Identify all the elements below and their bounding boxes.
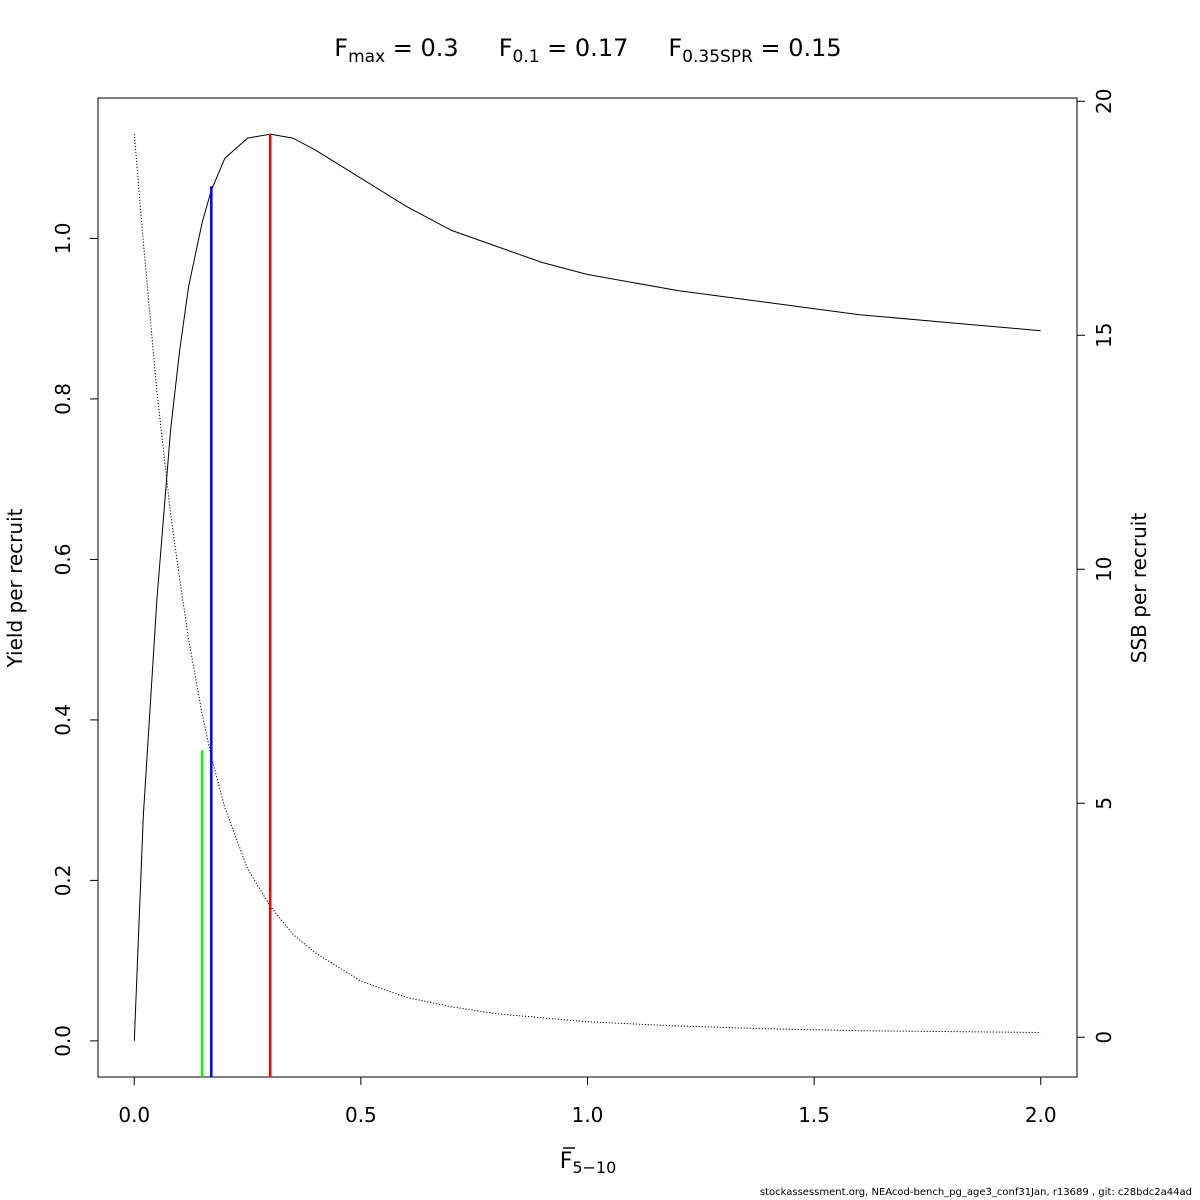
reference-lines — [200, 134, 272, 1077]
x-tick-label: 0.5 — [345, 1103, 377, 1127]
y-tick-label: 0.6 — [51, 544, 75, 576]
y-tick-label: 1.0 — [51, 223, 75, 255]
y-axis-label: Yield per recruit — [3, 508, 27, 668]
y-tick-label: 0.4 — [51, 704, 75, 736]
title-subscript: 0.35SPR — [682, 47, 753, 67]
y2-tick-label: 10 — [1092, 557, 1116, 582]
title-symbol: F — [499, 34, 513, 62]
title-value: = 0.15 — [753, 34, 842, 62]
ssb-per-recruit-line — [133, 133, 1041, 1033]
x-label-subscript: 5−10 — [572, 1158, 616, 1177]
x-tick-label: 2.0 — [1025, 1103, 1057, 1127]
title-value: = 0.3 — [385, 34, 459, 62]
y-axis-left: 0.0 0.2 0.4 0.6 0.8 1.0 — [51, 223, 98, 1057]
chart-title: Fmax = 0.3 F0.1 = 0.17 F0.35SPR = 0.15 — [334, 34, 841, 67]
y2-tick-label: 20 — [1092, 89, 1116, 114]
footer-note: stockassessment.org, NEAcod-bench_pg_age… — [759, 1187, 1192, 1198]
title-subscript: 0.1 — [513, 47, 540, 67]
title-symbol: F — [668, 34, 682, 62]
series-group — [133, 133, 1041, 1041]
title-text: Fmax = 0.3 F0.1 = 0.17 F0.35SPR = 0.15 — [334, 34, 841, 67]
plot-frame — [97, 97, 1078, 1078]
y2-tick-label: 0 — [1092, 1031, 1116, 1044]
x-label-symbol: F — [560, 1149, 573, 1174]
y2-tick-label: 5 — [1092, 797, 1116, 810]
x-axis: 0.0 0.5 1.0 1.5 2.0 — [118, 1077, 1057, 1127]
title-value: = 0.17 — [540, 34, 629, 62]
x-tick-label: 1.5 — [798, 1103, 830, 1127]
y-axis-right: 0 5 10 15 20 — [1077, 89, 1116, 1044]
x-axis-label: F5−10 — [560, 1147, 617, 1177]
y2-tick-label: 15 — [1092, 323, 1116, 348]
yield-per-recruit-line — [133, 133, 1041, 1041]
title-symbol: F — [334, 34, 348, 62]
y-tick-label: 0.2 — [51, 864, 75, 896]
x-label-text: F5−10 — [560, 1149, 617, 1177]
title-subscript: max — [348, 47, 385, 67]
y-tick-label: 0.8 — [51, 383, 75, 415]
y-tick-label: 0.0 — [51, 1025, 75, 1057]
x-tick-label: 1.0 — [572, 1103, 604, 1127]
y2-axis-label: SSB per recruit — [1127, 513, 1151, 664]
x-tick-label: 0.0 — [118, 1103, 150, 1127]
